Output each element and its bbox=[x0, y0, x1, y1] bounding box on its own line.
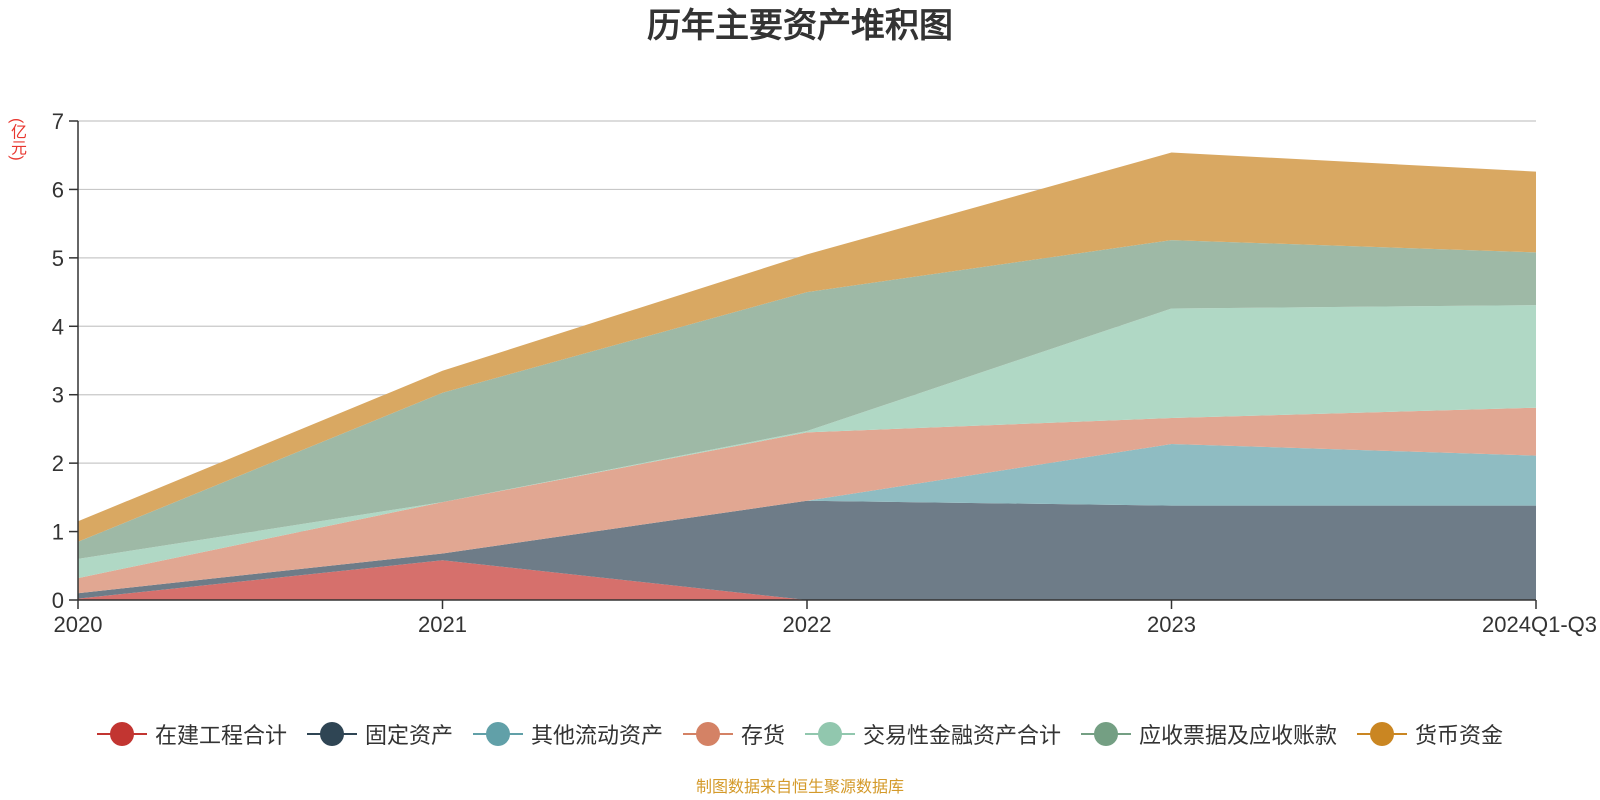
legend-swatch bbox=[1357, 722, 1408, 746]
legend-label: 货币资金 bbox=[1415, 723, 1504, 748]
y-tick-label: 0 bbox=[52, 588, 64, 613]
area-series-0 bbox=[78, 560, 1536, 600]
area-series-4 bbox=[78, 305, 1536, 579]
y-tick-label: 6 bbox=[52, 177, 64, 202]
y-axis-unit-label: (亿元) bbox=[8, 118, 25, 161]
y-tick-label: 5 bbox=[52, 246, 64, 271]
legend-label: 应收票据及应收账款 bbox=[1139, 723, 1338, 748]
x-tick-label: 2021 bbox=[418, 612, 467, 637]
legend-label: 固定资产 bbox=[364, 723, 453, 748]
x-tick-label: 2022 bbox=[783, 612, 832, 637]
legend-swatch bbox=[472, 722, 523, 746]
legend-swatch bbox=[96, 722, 147, 746]
area-series-5 bbox=[78, 240, 1536, 559]
legend-swatch bbox=[1081, 722, 1132, 746]
legend-label: 存货 bbox=[740, 723, 785, 748]
legend-label: 交易性金融资产合计 bbox=[863, 723, 1062, 748]
legend: 在建工程合计 固定资产 其他流动资产 存货 交易性金融资产合计 应收票据及应收账款 货币资金 bbox=[0, 716, 1600, 752]
legend-swatch bbox=[306, 722, 357, 746]
area-series-2 bbox=[78, 444, 1536, 594]
legend-swatch bbox=[805, 722, 855, 746]
legend-item-3[interactable]: 存货 bbox=[682, 718, 785, 750]
axes: 0 1 2 3 4 5 6 7 2020 2021 2022 2023 2024Q1-Q3 bbox=[52, 109, 1597, 637]
legend-label: 其他流动资产 bbox=[530, 723, 663, 748]
y-tick-label: 1 bbox=[52, 520, 64, 545]
legend-label: 在建工程合计 bbox=[154, 723, 287, 748]
x-tick-label: 2024Q1-Q3 bbox=[1482, 612, 1597, 637]
legend-swatch bbox=[682, 722, 733, 746]
chart-title: 历年主要资产堆积图 bbox=[647, 7, 953, 45]
x-tick-label: 2023 bbox=[1147, 612, 1196, 637]
area-series-group bbox=[78, 152, 1536, 600]
data-source-note: 制图数据来自恒生聚源数据库 bbox=[695, 779, 904, 796]
legend-item-2[interactable]: 其他流动资产 bbox=[472, 718, 663, 750]
legend-item-4[interactable]: 交易性金融资产合计 bbox=[805, 718, 1061, 750]
y-tick-label: 4 bbox=[52, 314, 64, 339]
legend-item-0[interactable]: 在建工程合计 bbox=[96, 718, 287, 750]
y-tick-label: 3 bbox=[52, 383, 64, 408]
legend-item-1[interactable]: 固定资产 bbox=[306, 718, 453, 750]
area-series-3 bbox=[78, 407, 1536, 594]
y-tick-label: 7 bbox=[52, 109, 64, 134]
y-tick-label: 2 bbox=[52, 451, 64, 476]
area-series-1 bbox=[78, 500, 1536, 600]
area-series-6 bbox=[78, 152, 1536, 542]
legend-item-5[interactable]: 应收票据及应收账款 bbox=[1081, 718, 1337, 750]
legend-item-6[interactable]: 货币资金 bbox=[1357, 718, 1503, 750]
x-tick-label: 2020 bbox=[54, 612, 103, 637]
